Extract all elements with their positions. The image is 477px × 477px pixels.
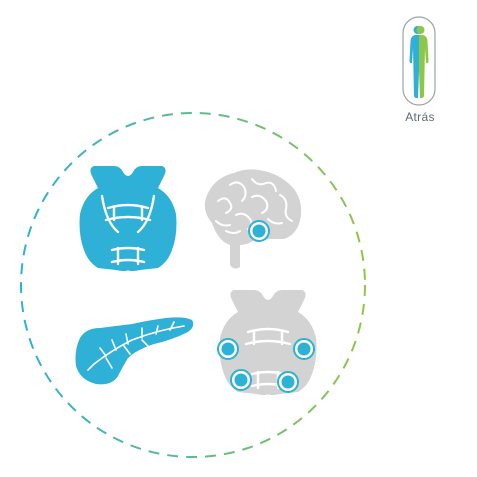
back-button[interactable]: Atrás — [392, 14, 448, 130]
brain-icon[interactable] — [200, 165, 306, 271]
body-silhouette-icon — [402, 16, 436, 106]
back-label: Atrás — [405, 110, 435, 124]
pancreas-icon[interactable] — [72, 314, 196, 386]
parathyroid-markers[interactable] — [217, 338, 315, 393]
parathyroid-icon[interactable] — [216, 286, 320, 398]
thyroid-icon[interactable] — [78, 162, 178, 274]
